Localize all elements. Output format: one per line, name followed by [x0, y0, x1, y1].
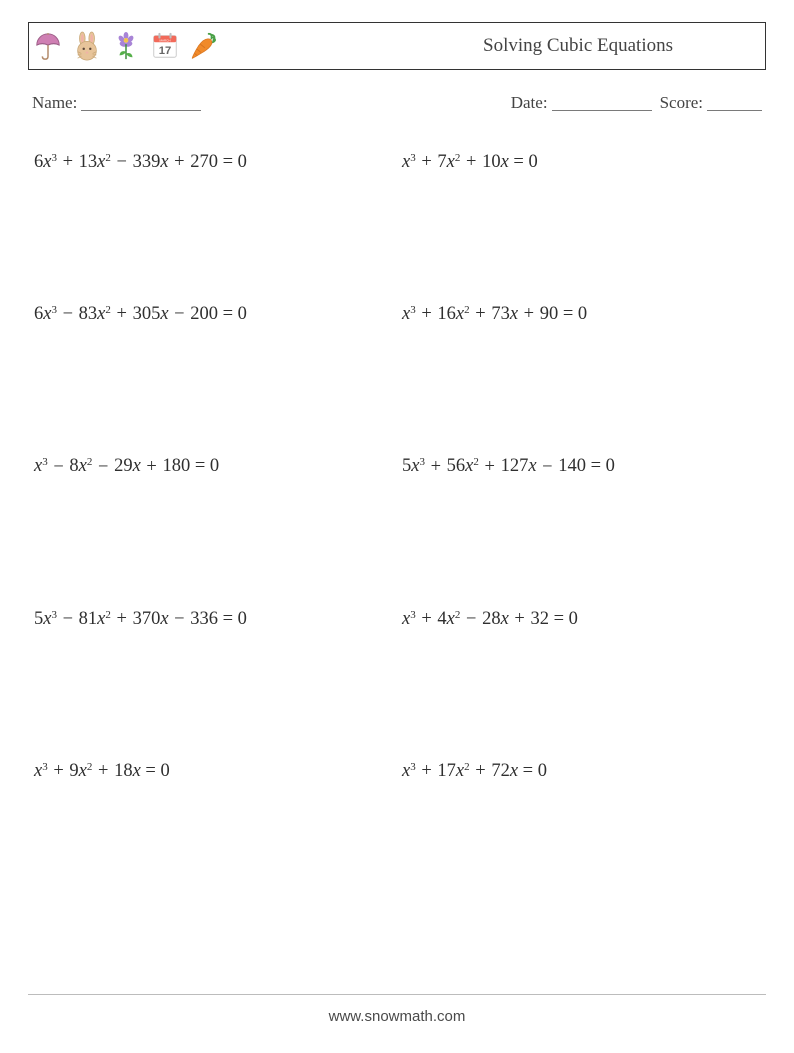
header: MARCH 17 Solving Cubic Equations [28, 22, 766, 70]
equation: 6x3 − 83x2 + 305x − 200 = 0 [34, 303, 392, 325]
equation: 5x3 − 81x2 + 370x − 336 = 0 [34, 608, 392, 630]
worksheet-page: MARCH 17 Solving Cubic Equations Name: D… [0, 0, 794, 1053]
footer-rule [28, 994, 766, 995]
equation: x3 + 4x2 − 28x + 32 = 0 [402, 608, 760, 630]
date-label: Date: [511, 93, 548, 112]
equation: 6x3 + 13x2 − 339x + 270 = 0 [34, 151, 392, 173]
name-label: Name: [32, 93, 77, 112]
score-field: Score: [660, 92, 762, 113]
score-label: Score: [660, 93, 703, 112]
name-field: Name: [32, 92, 201, 113]
score-blank[interactable] [707, 95, 762, 111]
meta-row: Name: Date: Score: [28, 92, 766, 113]
footer-text: www.snowmath.com [0, 1008, 794, 1025]
equation: 5x3 + 56x2 + 127x − 140 = 0 [402, 455, 760, 477]
date-field: Date: [511, 92, 652, 113]
date-blank[interactable] [552, 95, 652, 111]
equation: x3 + 7x2 + 10x = 0 [402, 151, 760, 173]
carrot-icon [189, 31, 219, 61]
flower-icon [111, 31, 141, 61]
bunny-icon [72, 31, 102, 61]
calendar-month: MARCH [160, 38, 171, 42]
equation: x3 + 17x2 + 72x = 0 [402, 760, 760, 782]
calendar-day: 17 [159, 45, 172, 57]
umbrella-icon [33, 31, 63, 61]
calendar-icon: MARCH 17 [150, 31, 180, 61]
equation: x3 − 8x2 − 29x + 180 = 0 [34, 455, 392, 477]
name-blank[interactable] [81, 95, 201, 111]
header-icons: MARCH 17 [33, 31, 219, 61]
equation: x3 + 16x2 + 73x + 90 = 0 [402, 303, 760, 325]
page-title: Solving Cubic Equations [483, 35, 753, 57]
problems-grid: 6x3 + 13x2 − 339x + 270 = 0 x3 + 7x2 + 10… [28, 151, 766, 782]
equation: x3 + 9x2 + 18x = 0 [34, 760, 392, 782]
